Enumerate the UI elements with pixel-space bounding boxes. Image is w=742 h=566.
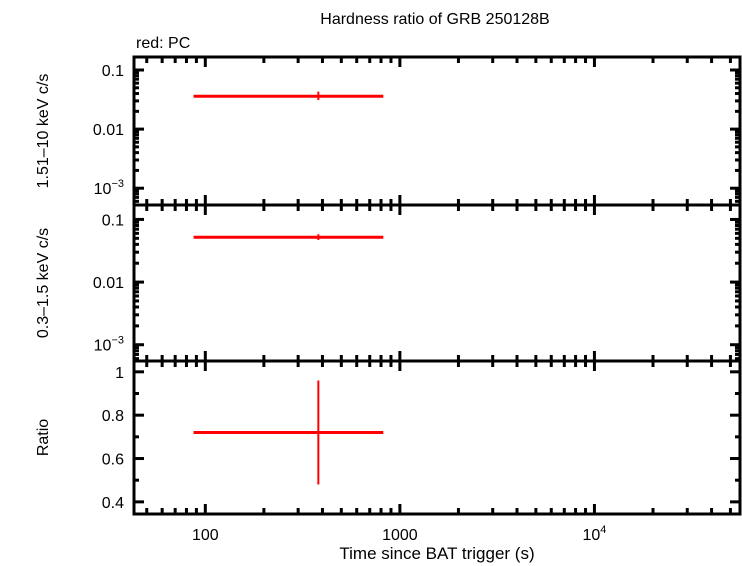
y-tick-label: 0.01 <box>93 122 124 139</box>
x-tick-exponent: 4 <box>600 524 606 536</box>
x-tick-label: 1000 <box>382 527 418 544</box>
panel-ratio: 0.4 0.6 0.8 1 Ratio <box>35 359 742 516</box>
y-tick-label: 0.1 <box>102 212 124 229</box>
y-tick-exponent: −3 <box>111 335 124 347</box>
y-tick-label: 10−3 <box>94 335 124 355</box>
panel-frame <box>132 359 742 516</box>
x-tick-label: 104 <box>582 524 606 544</box>
x-tick-label: 100 <box>192 527 219 544</box>
legend-note: red: PC <box>136 35 190 52</box>
panel-frame <box>132 55 742 207</box>
panel-soft-band: 0.1 0.01 10−3 0.3–1.5 keV c/s <box>35 203 742 363</box>
y-tick-label: 0.01 <box>93 275 124 292</box>
y-tick-label: 1 <box>115 365 124 382</box>
panel-frame <box>132 203 742 363</box>
y-tick-label: 10−3 <box>94 178 124 198</box>
y-tick-label: 0.8 <box>102 408 124 425</box>
y-tick-label: 0.6 <box>102 452 124 469</box>
y-axis-label-ratio: Ratio <box>35 419 52 456</box>
x-axis-label: Time since BAT trigger (s) <box>339 544 534 563</box>
y-tick-label: 0.1 <box>102 63 124 80</box>
panel-hard-band: 0.1 0.01 10−3 1.51–10 keV c/s <box>35 55 742 207</box>
y-tick-exponent: −3 <box>111 178 124 190</box>
chart-title: Hardness ratio of GRB 250128B <box>320 11 549 28</box>
y-axis-label-soft-band: 0.3–1.5 keV c/s <box>35 228 52 338</box>
y-axis-label-hard-band: 1.51–10 keV c/s <box>35 74 52 189</box>
y-tick-label: 0.4 <box>102 495 124 512</box>
